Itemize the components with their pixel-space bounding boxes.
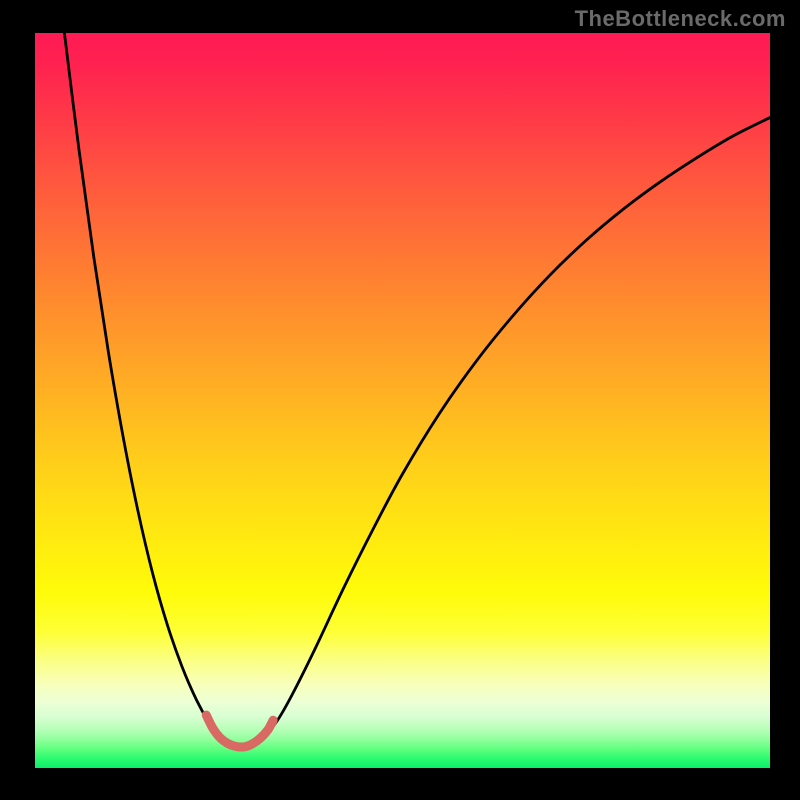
plot-area	[35, 33, 770, 768]
gradient-background	[35, 33, 770, 768]
plot-svg	[35, 33, 770, 768]
watermark-text: TheBottleneck.com	[575, 6, 786, 32]
chart-frame: TheBottleneck.com	[0, 0, 800, 800]
